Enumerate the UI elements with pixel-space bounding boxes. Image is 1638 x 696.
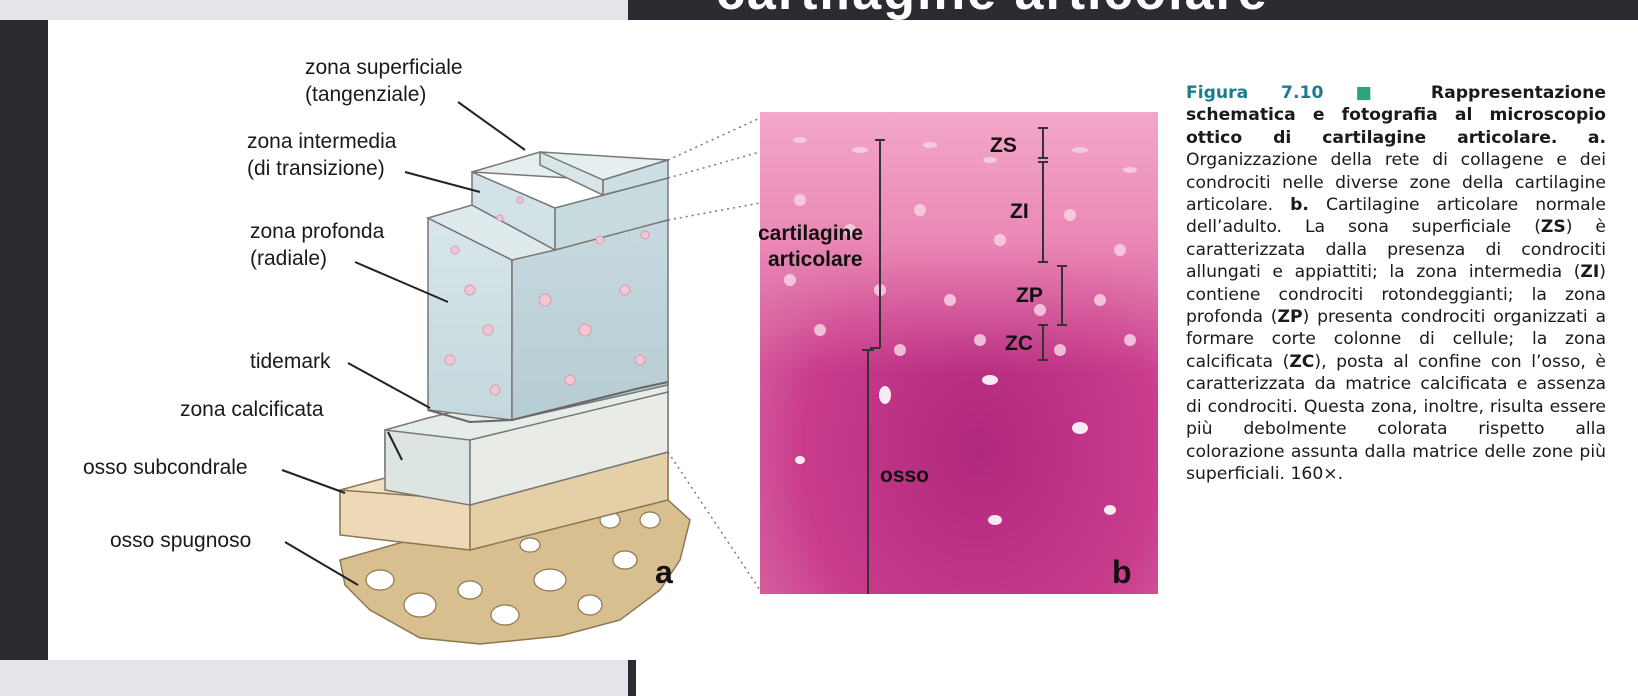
- caption-figure-number: Figura 7.10: [1186, 83, 1324, 103]
- label-zona-superficiale: zona superficiale: [305, 56, 463, 79]
- bottom-band-left: [0, 660, 628, 696]
- caption-abbr-zp: ZP: [1277, 307, 1303, 328]
- tidemark-line: [427, 381, 669, 424]
- chondrocytes: [444, 196, 650, 396]
- caption-text-5: ), posta al confine con l’osso, è caratt…: [1186, 351, 1606, 484]
- label-tidemark: tidemark: [250, 350, 331, 373]
- chapter-title-fragment: cartilagine articolare: [716, 0, 1269, 20]
- label-articolare: articolare: [768, 248, 863, 271]
- leader-lines: [281, 101, 526, 586]
- label-osso: osso: [880, 464, 929, 487]
- caption-abbr-zs: ZS: [1540, 217, 1566, 238]
- schematic-block: [339, 117, 761, 645]
- caption-text-4: ) presenta condrociti organizzati a form…: [1186, 307, 1607, 372]
- caption-part-a-text: Organizzazione della rete di collagene e…: [1186, 150, 1606, 216]
- zone-label-zi: ZI: [1010, 200, 1029, 223]
- panel-letter-b: b: [1112, 554, 1132, 590]
- divider-bottom: [628, 660, 636, 696]
- connector-lines: [667, 117, 761, 591]
- label-tangenziale: (tangenziale): [305, 83, 426, 106]
- micrograph: ZS ZI ZP ZC cartilagine articolare osso …: [758, 112, 1158, 594]
- zone-label-zc: ZC: [1005, 332, 1033, 355]
- caption-part-a-label: a.: [1587, 127, 1606, 148]
- zone-label-zp: ZP: [1016, 284, 1043, 307]
- label-di-transizione: (di transizione): [247, 157, 385, 180]
- caption-title: Rappresentazione schematica e fotografia…: [1186, 83, 1606, 148]
- label-radiale: (radiale): [250, 247, 327, 270]
- micrograph-scale-bars: [862, 127, 1067, 594]
- zone-label-zs: ZS: [990, 134, 1017, 157]
- label-zona-profonda: zona profonda: [250, 220, 385, 243]
- top-band-left: [0, 0, 628, 20]
- panel-letter-a: a: [655, 554, 673, 590]
- caption-abbr-zi: ZI: [1580, 262, 1600, 283]
- left-margin-bar: [0, 20, 48, 660]
- spongy-bone-pores: [365, 511, 661, 626]
- caption-part-b-label: b.: [1290, 195, 1309, 216]
- label-osso-subcondrale: osso subcondrale: [83, 456, 248, 479]
- label-cartilagine: cartilagine: [758, 222, 863, 245]
- caption-abbr-zc: ZC: [1289, 351, 1315, 372]
- label-zona-intermedia: zona intermedia: [247, 130, 397, 153]
- caption-text-1: Cartilagine articolare normale dell’adul…: [1186, 195, 1606, 238]
- caption-text-3: ) contiene condrociti rotondeggianti; la…: [1186, 262, 1606, 328]
- label-osso-spugnoso: osso spugnoso: [110, 529, 251, 552]
- caption-square-marker: ■: [1355, 83, 1399, 103]
- chapter-title-band: cartilagine articolare: [636, 0, 1638, 20]
- micrograph-bone-lacunae: [795, 375, 1116, 525]
- divider-top: [628, 0, 636, 20]
- bottom-band-right: [636, 660, 1638, 696]
- figure-caption: Figura 7.10 ■ Rappresentazione schematic…: [1186, 82, 1606, 485]
- caption-text-2: ) è caratterizzata dalla presenza di con…: [1186, 217, 1607, 283]
- label-zona-calcificata: zona calcificata: [180, 398, 324, 421]
